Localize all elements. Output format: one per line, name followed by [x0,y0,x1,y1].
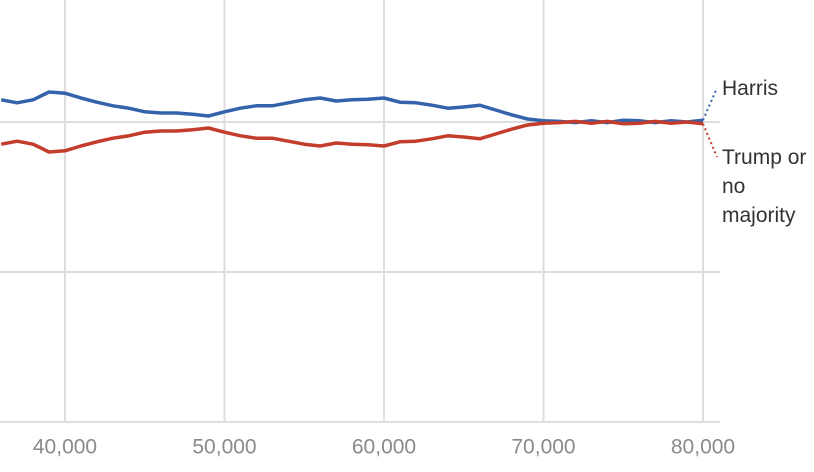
x-tick-label: 60,000 [352,436,416,459]
leader-line [702,123,718,158]
legend-label: Trump or no majority [722,146,807,227]
x-tick-label: 70,000 [511,436,575,459]
x-tick-label: 50,000 [192,436,256,459]
x-tick-label: 80,000 [671,436,735,459]
series-line [0,119,704,154]
leader-line [702,87,718,121]
x-tick-label: 40,000 [33,436,97,459]
legend-label: Harris [722,77,778,100]
series-line [0,90,704,125]
